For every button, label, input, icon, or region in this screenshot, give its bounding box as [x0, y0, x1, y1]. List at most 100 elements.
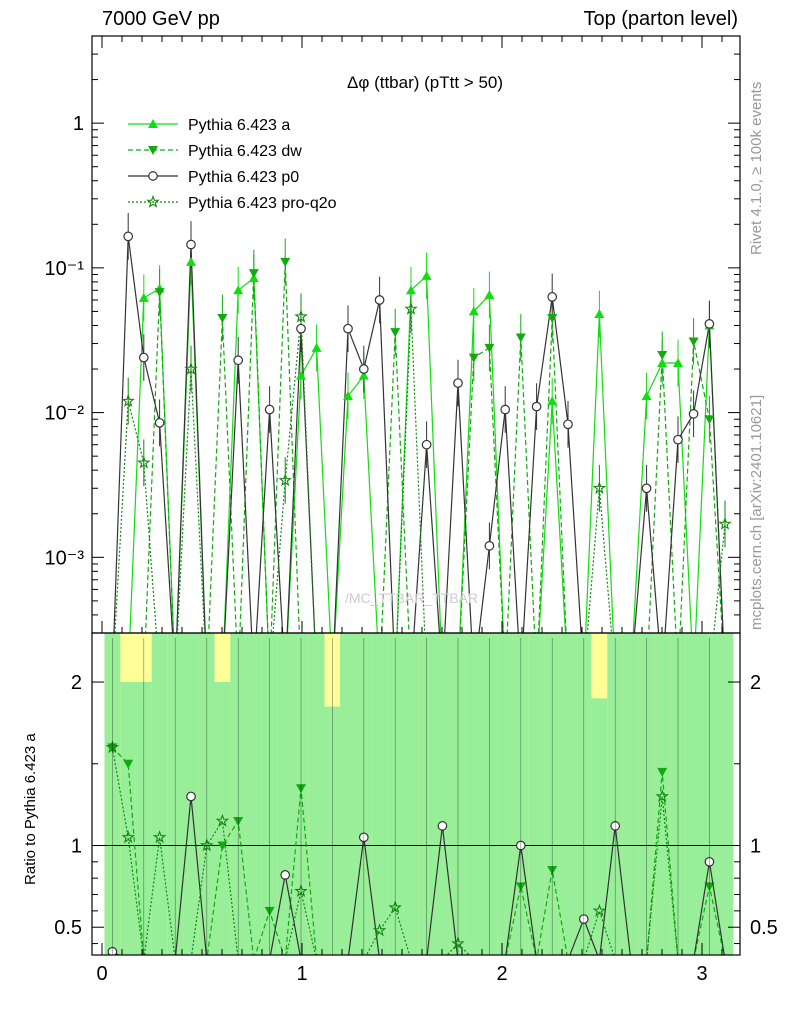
data-point — [343, 391, 353, 401]
data-point — [137, 455, 151, 469]
ratio-point — [592, 903, 607, 917]
data-point — [547, 314, 558, 324]
data-point — [390, 328, 401, 338]
data-point — [278, 473, 292, 487]
legend-marker-3 — [146, 194, 160, 208]
ratio-point — [437, 821, 448, 831]
source-label: mcplots.cern.ch [arXiv:2401.10621] — [748, 394, 765, 630]
data-point — [296, 370, 306, 380]
band-green — [560, 633, 577, 955]
data-point — [358, 364, 369, 374]
data-point — [673, 358, 683, 368]
data-point — [657, 358, 668, 368]
ratio-series — [105, 638, 725, 955]
band-green — [497, 633, 514, 955]
rivet-label: Rivet 4.1.0, ≥ 100k events — [748, 81, 765, 255]
ratio-bands — [104, 633, 734, 955]
data-point — [704, 319, 715, 329]
ratio-point — [372, 923, 387, 937]
band-green — [465, 633, 483, 955]
legend-label-0: Pythia 6.423 a — [188, 117, 290, 134]
data-point — [186, 239, 196, 250]
data-point — [343, 323, 353, 334]
data-point — [641, 391, 652, 401]
band-green — [434, 633, 451, 955]
series-line-0 — [129, 261, 724, 633]
data-point — [296, 323, 306, 334]
ratio-line-0 — [111, 746, 725, 955]
y-tick-label: 10⁻¹ — [45, 258, 85, 280]
ratio-point — [655, 789, 669, 803]
data-point — [311, 342, 322, 352]
data-point — [484, 541, 495, 551]
data-point — [484, 289, 495, 299]
data-point — [641, 483, 652, 494]
data-point — [468, 353, 479, 363]
data-point — [563, 419, 573, 430]
x-tick-label: 3 — [696, 963, 707, 985]
y-tick-label: 1 — [73, 113, 84, 135]
data-point — [500, 404, 511, 415]
watermark: /MC_TTBAR_TTBAR — [345, 590, 479, 606]
data-point — [657, 351, 668, 361]
data-point — [594, 308, 605, 318]
ratio-y-tick-label: 1 — [71, 835, 82, 857]
data-point — [184, 361, 198, 375]
x-tick-label: 1 — [296, 963, 307, 985]
legend-label-3: Pythia 6.423 pro-q2o — [188, 195, 337, 212]
x-tick-label: 0 — [96, 963, 107, 985]
ratio-point — [123, 759, 134, 769]
data-point — [264, 404, 275, 415]
y-tick-label: 10⁻³ — [45, 547, 85, 569]
band-green — [685, 633, 702, 955]
band-green — [245, 633, 263, 955]
band-green — [591, 698, 608, 955]
data-point — [547, 292, 558, 302]
legend-marker-0 — [148, 119, 158, 128]
header-right: Top (parton level) — [583, 8, 738, 30]
ratio-point — [152, 830, 167, 844]
data-point — [154, 417, 165, 428]
data-point — [154, 288, 165, 298]
ratio-point — [657, 767, 668, 777]
ratio-y-tick-label-right: 0.5 — [750, 917, 778, 939]
ratio-point — [121, 830, 135, 844]
data-point — [531, 401, 542, 412]
y-tick-label: 10⁻² — [45, 403, 85, 425]
top-series — [113, 213, 732, 633]
header-left: 7000 GeV pp — [102, 8, 220, 30]
data-point — [233, 285, 244, 295]
ratio-point — [280, 870, 291, 880]
data-point — [123, 231, 134, 242]
band-green — [622, 633, 640, 955]
data-point — [233, 355, 244, 366]
data-point — [121, 394, 135, 407]
band-green — [308, 633, 325, 955]
ratio-y-label: Ratio to Pythia 6.423 a — [22, 733, 39, 885]
series-line-1 — [144, 261, 723, 633]
data-point — [547, 396, 558, 406]
series-line-3 — [114, 308, 726, 633]
data-point — [358, 370, 369, 380]
data-point — [138, 352, 149, 363]
ratio-y-tick-label: 0.5 — [54, 917, 82, 939]
ratio-frame — [91, 632, 741, 956]
band-green — [654, 633, 671, 955]
legend-marker-1 — [148, 146, 158, 155]
band-green — [214, 682, 231, 955]
legend-label-2: Pythia 6.423 p0 — [188, 169, 299, 186]
data-point — [673, 434, 683, 445]
series-line-2 — [113, 236, 724, 633]
data-point — [515, 333, 526, 343]
ratio-point — [186, 791, 196, 802]
data-point — [421, 270, 432, 280]
ratio-line-1 — [112, 796, 725, 955]
data-point — [280, 257, 291, 267]
ratio-y-tick-label: 2 — [71, 672, 82, 694]
band-green — [528, 633, 545, 955]
data-point — [217, 314, 228, 324]
band-green — [403, 633, 420, 955]
band-green — [151, 633, 168, 955]
data-point — [186, 256, 196, 266]
